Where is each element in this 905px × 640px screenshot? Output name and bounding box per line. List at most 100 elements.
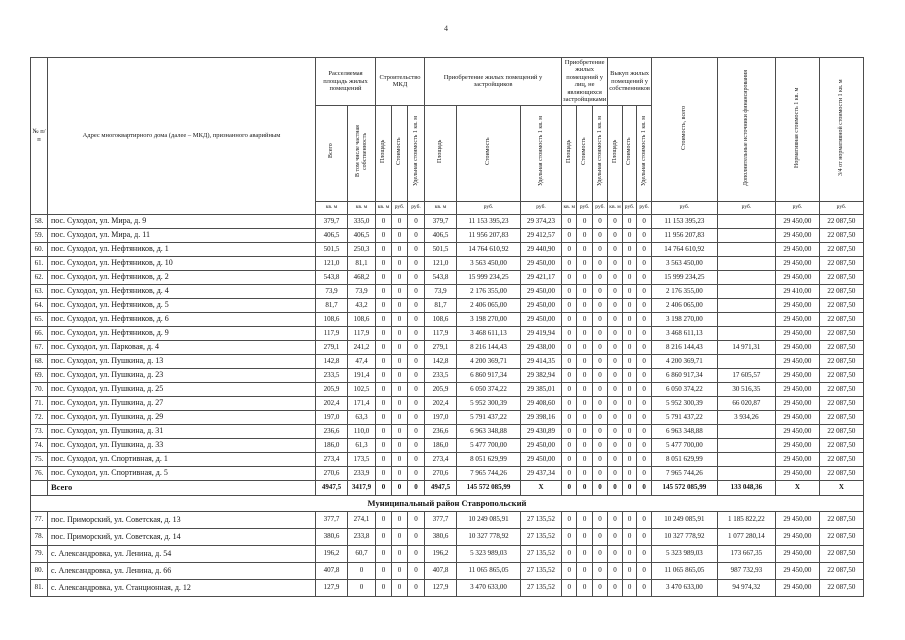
value-cell: Х	[818, 479, 864, 496]
value-cell: 29 450,00	[774, 255, 820, 271]
value-cell: 0	[375, 437, 392, 453]
subcol-buyout-area: Площадь	[607, 104, 623, 202]
value-cell: 4947,5	[424, 479, 457, 496]
value-cell: 0	[591, 578, 609, 597]
value-cell: 380,6	[424, 527, 457, 546]
value-cell: 987 732,93	[716, 561, 776, 580]
value-cell: 29 450,00	[774, 297, 820, 313]
value-cell: 29 437,34	[520, 465, 562, 481]
value-cell: 11 153 395,23	[456, 213, 521, 229]
value-cell: 29 450,00	[774, 561, 820, 580]
subcol-cost-label: Стоимость	[396, 136, 403, 165]
value-cell: 27 135,52	[520, 578, 562, 597]
subcol-unitcost-label: Удельная стоимость 1 кв. м	[412, 115, 419, 186]
value-cell	[716, 451, 776, 467]
value-cell: 270,6	[424, 465, 457, 481]
value-cell: 121,0	[315, 255, 348, 271]
unit-cell: руб.	[621, 200, 638, 215]
value-cell: 0	[560, 578, 578, 597]
value-cell: 15 999 234,25	[650, 269, 718, 285]
value-cell: 17 605,57	[716, 367, 776, 383]
value-cell: 2 176 355,00	[456, 283, 521, 299]
value-cell: 0	[621, 510, 638, 529]
value-cell: 47,4	[347, 353, 376, 369]
address-cell: с. Александровка, ул. Ленина, д. 66	[47, 561, 316, 580]
value-cell: 5 791 437,22	[456, 409, 521, 425]
address-cell: Всего	[47, 479, 316, 496]
value-cell: 63,3	[347, 409, 376, 425]
table-row: 58. пос. Суходол, ул. Мира, д. 9 379,7 335,…	[30, 213, 864, 229]
value-cell: 233,9	[347, 465, 376, 481]
value-cell: 0	[407, 409, 425, 425]
value-cell: 81,7	[424, 297, 457, 313]
unit-cell: руб.	[716, 200, 776, 215]
value-cell: 3 198 270,00	[650, 311, 718, 327]
value-cell: 273,4	[315, 451, 348, 467]
value-cell: 108,6	[347, 311, 376, 327]
value-cell: 377,7	[424, 510, 457, 529]
subcol-construction-unitcost: Удельная стоимость 1 кв. м	[407, 104, 425, 202]
table-row: 79. с. Александровка, ул. Ленина, д. 54 19…	[30, 544, 864, 563]
value-cell: 0	[407, 367, 425, 383]
unit-cell: кв. м	[375, 200, 392, 215]
value-cell: 30 516,35	[716, 381, 776, 397]
value-cell: 29 421,17	[520, 269, 562, 285]
value-cell: 73,9	[315, 283, 348, 299]
value-cell: 29 450,00	[774, 423, 820, 439]
value-cell: 0	[576, 241, 593, 257]
table-row: 70. пос. Суходол, ул. Пушкина, д. 25 205,9…	[30, 381, 864, 397]
subcol-private-label: В том числе частная собственность	[354, 124, 368, 177]
unit-cell: кв. м	[560, 200, 578, 215]
value-cell: 6 963 348,88	[650, 423, 718, 439]
row-number-cell: 81.	[30, 578, 48, 597]
table-row: 77. пос. Приморский, ул. Советская, д. 13…	[30, 510, 864, 529]
value-cell: 407,8	[424, 561, 457, 580]
value-cell: 0	[391, 510, 408, 529]
value-cell: 0	[621, 437, 638, 453]
value-cell: 22 087,50	[818, 297, 864, 313]
value-cell: 0	[607, 479, 623, 496]
group-header-buyout-owners: Выкуп жилых помещений у собственников	[607, 57, 652, 106]
value-cell: 0	[621, 395, 638, 411]
value-cell: 273,4	[424, 451, 457, 467]
value-cell: 0	[607, 381, 623, 397]
row-number-cell: 67.	[30, 339, 48, 355]
col-header-total-cost: Стоимость, всего	[650, 57, 718, 202]
value-cell: 4947,5	[315, 479, 348, 496]
value-cell: 29 450,00	[520, 437, 562, 453]
value-cell: 102,5	[347, 381, 376, 397]
value-cell: 0	[621, 381, 638, 397]
value-cell: 241,2	[347, 339, 376, 355]
value-cell: 0	[407, 451, 425, 467]
value-cell: 0	[407, 437, 425, 453]
value-cell: 0	[607, 451, 623, 467]
value-cell	[716, 269, 776, 285]
unit-cell: руб.	[391, 200, 408, 215]
value-cell: 0	[560, 437, 578, 453]
value-cell: 22 087,50	[818, 367, 864, 383]
value-cell: 0	[375, 479, 392, 496]
value-cell: 0	[636, 381, 652, 397]
value-cell: 29 450,00	[520, 283, 562, 299]
table-row: 74. пос. Суходол, ул. Пушкина, д. 33 186,0…	[30, 437, 864, 453]
unit-cell: руб.	[636, 200, 652, 215]
value-cell: 29 450,00	[774, 451, 820, 467]
value-cell: 4 200 369,71	[456, 353, 521, 369]
row-number-cell: 61.	[30, 255, 48, 271]
value-cell: 22 087,50	[818, 353, 864, 369]
value-cell: 0	[391, 395, 408, 411]
value-cell	[716, 255, 776, 271]
value-cell: 0	[375, 510, 392, 529]
value-cell: 202,4	[424, 395, 457, 411]
value-cell: 0	[391, 409, 408, 425]
table-row: 75. пос. Суходол, ул. Спортивная, д. 1 273…	[30, 451, 864, 467]
address-cell: пос. Суходол, ул. Нефтяников, д. 1	[47, 241, 316, 257]
resettlement-table: № п/п Адрес многоквартирного дома (далее…	[30, 57, 864, 597]
value-cell: 0	[576, 465, 593, 481]
value-cell: 0	[636, 437, 652, 453]
value-cell: 0	[636, 255, 652, 271]
value-cell: 0	[560, 227, 578, 243]
value-cell: 0	[375, 395, 392, 411]
value-cell: 0	[560, 213, 578, 229]
